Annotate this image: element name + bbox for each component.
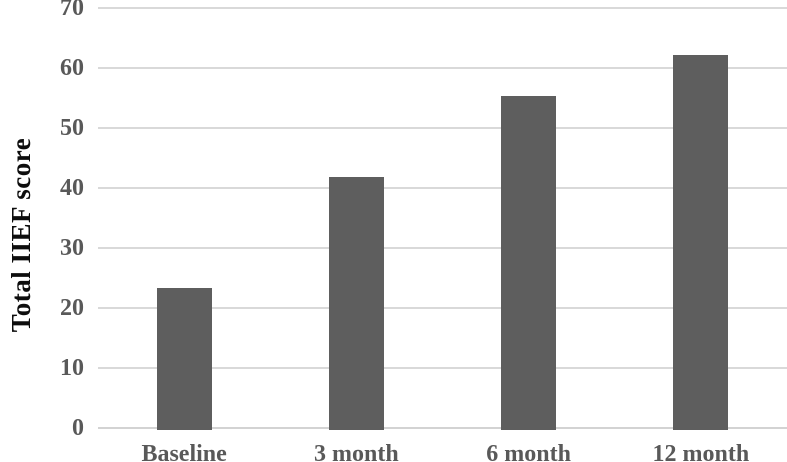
y-tick-label: 70 <box>60 0 84 21</box>
x-category-label-6-month: 6 month <box>486 441 571 462</box>
gridline-40 <box>98 187 787 189</box>
y-tick-label: 30 <box>60 235 84 261</box>
y-tick-label: 60 <box>60 55 84 81</box>
bar-3-month <box>328 177 384 430</box>
gridline-10 <box>98 367 787 369</box>
gridline-20 <box>98 307 787 309</box>
x-category-label-baseline: Baseline <box>141 441 227 462</box>
y-tick-label: 40 <box>60 175 84 201</box>
bar-12-month <box>673 54 729 430</box>
x-axis-line <box>98 427 787 429</box>
x-axis-category-labels: Baseline 3 month 6 month 12 month <box>98 434 787 462</box>
bar-baseline <box>156 288 212 430</box>
plot-area <box>98 7 787 430</box>
x-category-label-12-month: 12 month <box>652 441 750 462</box>
gridline-50 <box>98 127 787 129</box>
gridline-60 <box>98 67 787 69</box>
y-tick-label: 50 <box>60 115 84 141</box>
x-category-label-3-month: 3 month <box>314 441 399 462</box>
y-axis-tick-labels: 0 10 20 30 40 50 60 70 <box>0 0 84 440</box>
bar-6-month <box>501 96 557 430</box>
y-tick-label: 20 <box>60 295 84 321</box>
y-tick-label: 0 <box>72 415 84 441</box>
gridline-70 <box>98 7 787 9</box>
y-tick-label: 10 <box>60 355 84 381</box>
gridline-30 <box>98 247 787 249</box>
